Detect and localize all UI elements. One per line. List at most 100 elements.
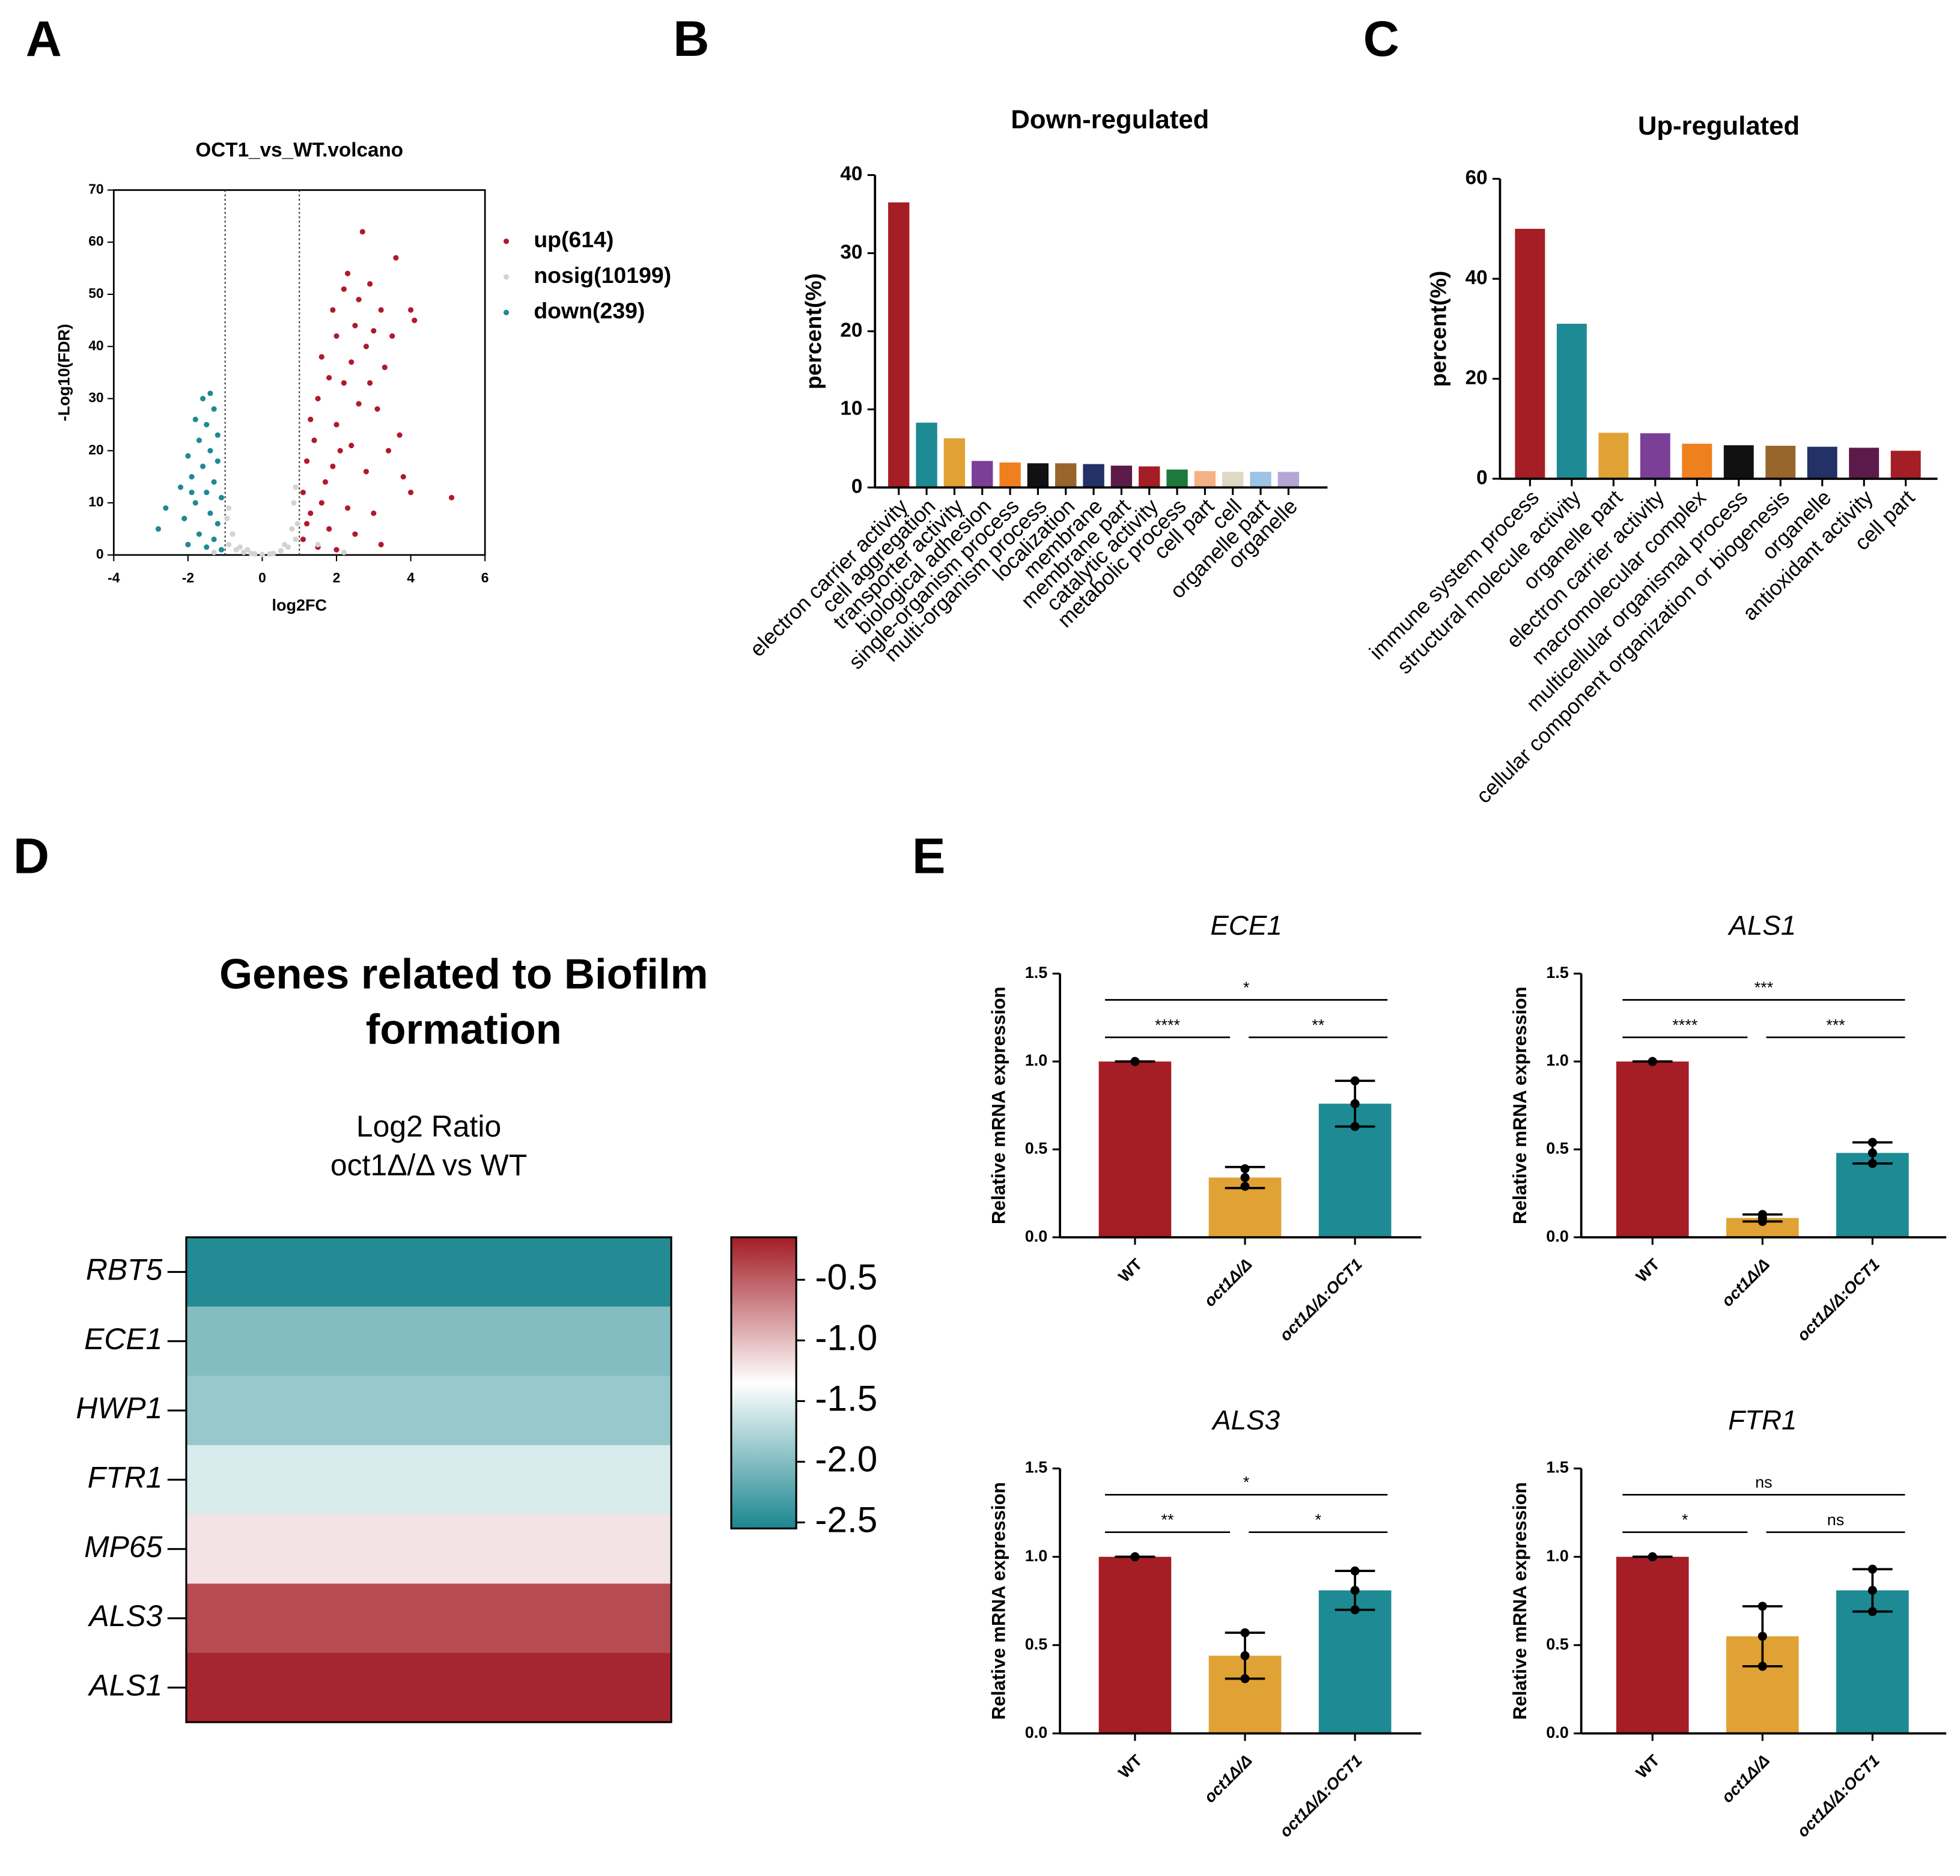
x-tick-label: -4: [108, 569, 120, 585]
point: [237, 544, 243, 550]
y-tick-label: 1.0: [1025, 1051, 1048, 1069]
colorbar-tick-label: -2.0: [815, 1438, 877, 1479]
point: [230, 531, 236, 537]
replicate-point: [1240, 1164, 1250, 1174]
bar: [1807, 446, 1837, 479]
point: [215, 432, 221, 438]
heatmap-cell: [186, 1307, 672, 1377]
point: [226, 541, 232, 548]
y-tick-label: 1.5: [1025, 964, 1048, 982]
panel-label: A: [26, 11, 62, 67]
bar: [943, 438, 966, 488]
point: [367, 281, 373, 287]
replicate-point: [1758, 1662, 1767, 1671]
bar: [1640, 433, 1670, 479]
chart-title: Down-regulated: [1011, 105, 1209, 135]
heatmap-cell: [186, 1445, 672, 1516]
y-tick-label: 0.0: [1025, 1723, 1048, 1741]
y-tick-label: 0.5: [1546, 1140, 1569, 1158]
bar: [1515, 228, 1545, 479]
point: [289, 526, 295, 532]
y-tick-label: 1.0: [1546, 1547, 1569, 1565]
y-tick-label: 0: [1476, 467, 1488, 489]
legend-label: up(614): [534, 227, 613, 252]
point: [218, 547, 225, 553]
replicate-point: [1350, 1076, 1360, 1085]
y-tick-label: 0.0: [1546, 1227, 1569, 1245]
point: [352, 323, 358, 329]
bar: [916, 422, 937, 488]
y-tick-label: 1.5: [1546, 964, 1569, 982]
point: [304, 521, 310, 527]
y-tick-label: 40: [1465, 267, 1488, 289]
bar: [999, 462, 1021, 488]
heatmap-cell: [186, 1583, 672, 1654]
replicate-point: [1240, 1651, 1250, 1660]
point: [371, 328, 377, 334]
point: [293, 484, 299, 490]
point: [341, 549, 347, 556]
legend-marker: [503, 309, 510, 315]
point: [448, 494, 455, 500]
point: [308, 510, 314, 517]
x-tick-label: oct1Δ/Δ: [1201, 1255, 1255, 1310]
bar: [1222, 472, 1244, 488]
colorbar-tick-label: -1.5: [815, 1377, 877, 1418]
y-tick-label: 50: [88, 285, 103, 301]
y-axis-label: -Log10(FDR): [55, 324, 73, 421]
bar: [1723, 445, 1754, 479]
bar: [1277, 472, 1300, 488]
heatmap-cell: [186, 1653, 672, 1723]
point: [412, 317, 418, 323]
row-label: ALS3: [87, 1599, 162, 1633]
bar: [1098, 1556, 1172, 1734]
point: [356, 297, 362, 303]
replicate-point: [1867, 1564, 1877, 1574]
x-tick-label: WT: [1115, 1751, 1146, 1782]
y-axis-label: percent(%): [1425, 271, 1450, 387]
chart-title: ALS3: [1211, 1405, 1280, 1436]
heatmap-frame: [185, 1236, 672, 1723]
point: [300, 490, 306, 496]
bar: [972, 461, 993, 488]
bar: [1083, 464, 1104, 488]
x-tick-label: oct1Δ/Δ:OCT1: [1794, 1751, 1883, 1841]
point: [204, 422, 210, 428]
point: [211, 406, 217, 412]
bar: [1194, 471, 1216, 488]
replicate-point: [1350, 1099, 1360, 1108]
point: [181, 515, 187, 521]
x-tick-label: 0: [258, 569, 266, 585]
point: [326, 375, 332, 381]
x-tick-label: -2: [182, 569, 194, 585]
significance-label: *: [1243, 979, 1250, 997]
significance-label: ns: [1755, 1474, 1773, 1492]
bar: [888, 202, 910, 488]
point: [341, 286, 347, 292]
replicate-point: [1240, 1674, 1250, 1683]
point: [400, 474, 406, 480]
y-tick-label: 1.0: [1025, 1547, 1048, 1565]
row-label: ECE1: [84, 1322, 162, 1356]
y-axis-label: Relative mRNA expression: [988, 1482, 1009, 1720]
chart-title: ECE1: [1210, 910, 1282, 941]
bar: [1765, 446, 1796, 479]
replicate-point: [1648, 1552, 1657, 1562]
y-axis-label: percent(%): [800, 273, 826, 389]
point: [226, 505, 232, 511]
point: [204, 544, 210, 550]
chart-title: Up-regulated: [1638, 111, 1800, 141]
bar: [1098, 1061, 1172, 1237]
bar: [1890, 451, 1921, 479]
y-tick-label: 20: [840, 319, 862, 341]
legend-marker: [503, 274, 510, 280]
significance-label: *: [1315, 1511, 1321, 1529]
y-tick-label: 20: [88, 442, 103, 457]
row-label: RBT5: [86, 1253, 163, 1287]
bar: [1849, 448, 1879, 479]
replicate-point: [1350, 1122, 1360, 1131]
point: [337, 448, 343, 454]
point: [259, 551, 266, 557]
point: [385, 448, 392, 454]
significance-label: ns: [1827, 1511, 1845, 1529]
